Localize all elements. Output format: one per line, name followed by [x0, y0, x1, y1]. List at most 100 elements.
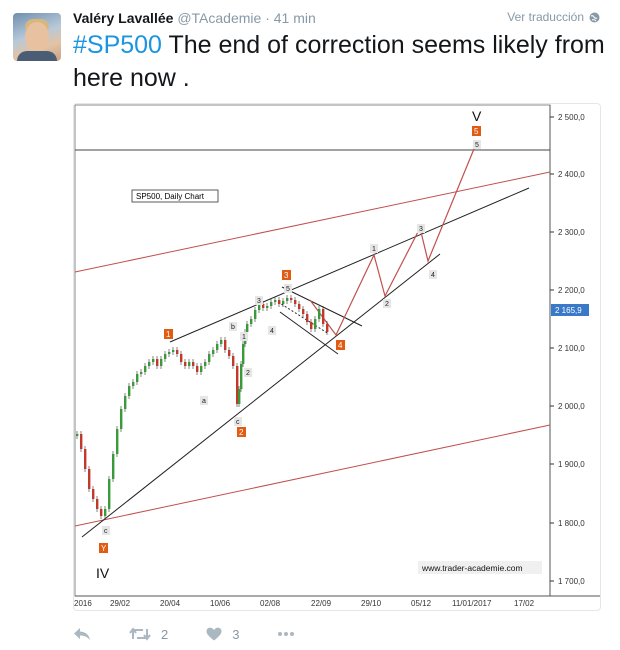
- x-tick-11-01-2017: 11/01/2017: [452, 599, 492, 608]
- retweet-button[interactable]: 2: [129, 627, 168, 642]
- candle-body: [274, 300, 277, 302]
- price-candles: [76, 295, 329, 519]
- candle-body: [266, 306, 269, 308]
- candle-body: [96, 499, 99, 509]
- candle-body: [132, 382, 135, 386]
- candle-body: [80, 434, 83, 449]
- projected-wave-path: [309, 143, 477, 337]
- candle-body: [240, 364, 243, 389]
- like-count: 3: [232, 626, 240, 642]
- wave-minor-5a: 5: [286, 286, 290, 293]
- candle-body: [270, 302, 273, 306]
- candle-body: [204, 362, 207, 366]
- chart-image[interactable]: 2 500,0 2 400,0 2 300,0 2 200,0 2 100,0 …: [73, 103, 601, 611]
- tweet-header: Valéry Lavallée @TAcademie · 41 min: [73, 10, 316, 26]
- candle-body: [290, 298, 293, 300]
- reply-icon: [74, 628, 90, 640]
- author-handle[interactable]: @TAcademie: [177, 10, 262, 26]
- candle-body: [172, 350, 175, 352]
- heart-icon: [206, 627, 222, 641]
- y-tick-1900: 1 900,0: [558, 460, 585, 469]
- candle-body: [192, 362, 195, 366]
- wave-minor-1a: 1: [242, 334, 246, 341]
- candle-body: [152, 359, 155, 362]
- candle-body: [220, 340, 223, 344]
- wave-orange-3: 3: [284, 271, 289, 280]
- candle-body: [212, 350, 215, 354]
- candle-body: [144, 366, 147, 372]
- candle-body: [326, 324, 329, 332]
- hashtag-link[interactable]: #SP500: [73, 31, 162, 59]
- candle-body: [310, 322, 313, 329]
- candle-body: [302, 309, 305, 314]
- y-tick-1800: 1 800,0: [558, 519, 585, 528]
- candle-body: [140, 372, 143, 374]
- wave-minor-c: c: [236, 419, 240, 426]
- wave-minor-4b: 4: [431, 272, 435, 279]
- candle-body: [92, 489, 95, 499]
- candle-body: [76, 434, 79, 436]
- watermark: www.trader-academie.com: [421, 563, 523, 573]
- author-name[interactable]: Valéry Lavallée: [73, 10, 174, 26]
- candle-body: [322, 309, 325, 324]
- candle-body: [188, 362, 191, 366]
- tweet-actions: 2 3: [73, 622, 333, 646]
- channel-lower-red: [74, 424, 551, 527]
- candle-body: [164, 354, 167, 359]
- x-tick-17-02: 17/02: [514, 599, 535, 608]
- translate-link[interactable]: Ver traducción: [507, 10, 600, 24]
- channel-upper-red: [74, 171, 551, 273]
- candle-body: [242, 344, 245, 364]
- y-tick-2400: 2 400,0: [558, 170, 585, 179]
- x-tick-2016: 2016: [74, 599, 92, 608]
- candle-body: [168, 352, 171, 354]
- author-avatar[interactable]: [13, 13, 61, 61]
- more-options-button[interactable]: [277, 631, 295, 637]
- reply-button[interactable]: [73, 627, 91, 641]
- y-tick-2300: 2 300,0: [558, 228, 585, 237]
- x-tick-29-10: 29/10: [361, 599, 382, 608]
- wave-minor-3b: 3: [419, 226, 423, 233]
- y-tick-2000: 2 000,0: [558, 402, 585, 411]
- candle-body: [108, 479, 111, 509]
- wave-minor-c2: c: [104, 528, 108, 535]
- candle-body: [128, 386, 131, 396]
- wave-orange-1: 1: [166, 330, 171, 339]
- candle-body: [250, 319, 253, 324]
- candle-body: [196, 366, 199, 372]
- candle-body: [294, 300, 297, 304]
- trendline-support: [81, 253, 441, 538]
- x-tick-20-04: 20/04: [160, 599, 181, 608]
- y-tick-2200: 2 200,0: [558, 286, 585, 295]
- like-button[interactable]: 3: [206, 627, 239, 642]
- candle-body: [318, 309, 321, 319]
- candle-body: [216, 344, 219, 350]
- wave-IV: IV: [96, 565, 110, 581]
- candle-body: [156, 359, 159, 366]
- candle-body: [208, 354, 211, 362]
- candle-body: [184, 362, 187, 366]
- time-separator: ·: [265, 10, 270, 26]
- candle-body: [286, 298, 289, 301]
- wave-minor-a: a: [202, 398, 206, 405]
- candle-body: [176, 350, 179, 354]
- tweet-timestamp[interactable]: 41 min: [273, 10, 316, 26]
- x-tick-29-02: 29/02: [110, 599, 131, 608]
- candle-body: [258, 304, 261, 310]
- candle-body: [298, 304, 301, 309]
- candle-body: [116, 429, 119, 454]
- y-tick-2500: 2 500,0: [558, 113, 585, 122]
- candle-body: [314, 319, 317, 329]
- translate-label[interactable]: Ver traducción: [507, 10, 584, 24]
- y-tick-1700: 1 700,0: [558, 577, 585, 586]
- candle-body: [224, 340, 227, 350]
- tweet-text: #SP500 The end of correction seems likel…: [73, 29, 613, 95]
- wave-orange-5: 5: [474, 127, 479, 136]
- candle-body: [160, 359, 163, 366]
- chart-label: SP500, Daily Chart: [136, 192, 205, 201]
- candle-body: [306, 314, 309, 322]
- candle-body: [104, 509, 107, 516]
- wave-minor-1b: 1: [372, 246, 376, 253]
- candle-body: [228, 350, 231, 356]
- candle-body: [254, 310, 257, 319]
